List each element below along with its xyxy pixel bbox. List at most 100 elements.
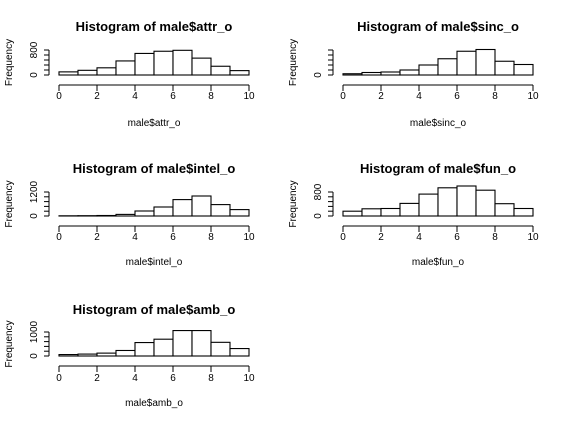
y-tick-label: 1000 <box>29 320 40 343</box>
histogram-bar <box>115 60 136 76</box>
x-tick-label: 4 <box>416 91 422 102</box>
x-tick-label: 10 <box>527 91 539 102</box>
x-tick-label: 0 <box>56 373 62 384</box>
x-tick-label: 4 <box>132 232 138 243</box>
y-tick-label: 800 <box>29 41 40 58</box>
histogram-bar <box>172 199 193 217</box>
histogram-bar <box>229 209 250 217</box>
y-axis-title: Frequency <box>4 39 15 86</box>
histogram-bar <box>437 58 458 76</box>
chart-title: Histogram of male$sinc_o <box>357 19 519 34</box>
y-tick-label: 0 <box>29 213 40 219</box>
x-tick-label: 2 <box>94 373 100 384</box>
histogram-bar <box>210 204 231 217</box>
x-tick-label: 8 <box>492 91 498 102</box>
histogram-bar <box>115 213 136 217</box>
x-tick-label: 0 <box>340 232 346 243</box>
x-axis-title: male$amb_o <box>125 398 183 409</box>
x-axis-title: male$attr_o <box>128 118 181 129</box>
histogram-bar <box>153 338 174 357</box>
y-tick-label: 0 <box>313 213 324 219</box>
histogram-bar <box>456 185 477 217</box>
y-tick-label: 800 <box>313 183 324 200</box>
histogram-bar <box>96 352 117 357</box>
x-tick-label: 8 <box>208 232 214 243</box>
histogram-bar <box>210 65 231 76</box>
histogram-panel-3: Histogram of male$intel_o 0 2 4 6 8 10 0 1200 Fre… <box>4 161 255 268</box>
y-tick-label: 1200 <box>29 180 40 203</box>
histogram-panel-5: Histogram of male$amb_o 0 2 4 6 8 10 0 1000 Frequ… <box>4 302 255 409</box>
histogram-bar <box>77 353 98 357</box>
x-tick-label: 4 <box>132 91 138 102</box>
histogram-bar <box>229 348 250 357</box>
y-axis-title: Frequency <box>4 180 15 227</box>
x-tick-label: 0 <box>56 232 62 243</box>
histogram-bar <box>475 48 496 76</box>
histogram-bar <box>153 206 174 217</box>
x-tick-label: 0 <box>340 91 346 102</box>
histogram-bar <box>96 214 117 217</box>
chart-title: Histogram of male$attr_o <box>76 19 233 34</box>
x-tick-label: 0 <box>56 91 62 102</box>
x-axis-title: male$sinc_o <box>410 118 467 129</box>
x-tick-label: 2 <box>94 232 100 243</box>
y-tick-label: 0 <box>29 72 40 78</box>
histogram-bar <box>77 69 98 76</box>
histogram-bar <box>342 210 363 217</box>
histogram-panel-1: Histogram of male$attr_o 0 2 4 6 8 10 0 800 Frequ… <box>4 19 255 129</box>
x-tick-label: 8 <box>208 373 214 384</box>
x-tick-label: 2 <box>378 91 384 102</box>
x-axis-title: male$intel_o <box>126 257 183 268</box>
x-tick-label: 4 <box>416 232 422 243</box>
histogram-bar <box>96 67 117 76</box>
histogram-bar <box>210 341 231 357</box>
x-tick-label: 8 <box>208 91 214 102</box>
x-tick-label: 10 <box>243 232 255 243</box>
y-axis-title: Frequency <box>288 180 299 227</box>
x-tick-label: 6 <box>454 91 460 102</box>
x-axis-title: male$fun_o <box>412 257 465 268</box>
x-tick-label: 10 <box>243 91 255 102</box>
histogram-bar <box>399 69 420 76</box>
histogram-bar <box>437 187 458 217</box>
histogram-bar <box>134 210 155 217</box>
chart-title: Histogram of male$fun_o <box>360 161 516 176</box>
histogram-bar <box>513 207 534 217</box>
chart-title: Histogram of male$intel_o <box>73 161 236 176</box>
histogram-bar <box>342 73 363 76</box>
histogram-bar <box>418 193 439 217</box>
histogram-panel-4: Histogram of male$fun_o 0 2 4 6 8 10 0 800 Freque… <box>288 161 539 268</box>
histogram-bar <box>494 60 515 76</box>
y-axis-title: Frequency <box>4 320 15 367</box>
histogram-bar <box>456 50 477 76</box>
histogram-bar <box>399 202 420 217</box>
histogram-bar <box>172 330 193 357</box>
histogram-bar <box>229 70 250 76</box>
histogram-bar <box>191 330 212 357</box>
histogram-bar <box>494 203 515 217</box>
x-tick-label: 6 <box>170 373 176 384</box>
histogram-bar <box>380 71 401 76</box>
x-tick-label: 4 <box>132 373 138 384</box>
x-tick-label: 6 <box>170 91 176 102</box>
histogram-bar <box>134 342 155 357</box>
y-tick-label: 0 <box>29 353 40 359</box>
histogram-panel-2: Histogram of male$sinc_o 0 2 4 6 8 10 0 Frequenc… <box>288 19 539 129</box>
x-tick-label: 10 <box>527 232 539 243</box>
histogram-bar <box>361 71 382 76</box>
histogram-bar <box>513 63 534 76</box>
histogram-bar <box>191 57 212 76</box>
y-tick-label: 0 <box>313 72 324 78</box>
chart-title: Histogram of male$amb_o <box>73 302 236 317</box>
histogram-bar <box>172 49 193 76</box>
x-tick-label: 8 <box>492 232 498 243</box>
histogram-bar <box>475 189 496 217</box>
histogram-bar <box>115 349 136 357</box>
y-axis-title: Frequency <box>288 39 299 86</box>
x-tick-label: 6 <box>454 232 460 243</box>
histogram-bar <box>58 354 79 357</box>
x-tick-label: 2 <box>378 232 384 243</box>
histogram-bar <box>361 208 382 217</box>
histogram-bar <box>58 71 79 76</box>
